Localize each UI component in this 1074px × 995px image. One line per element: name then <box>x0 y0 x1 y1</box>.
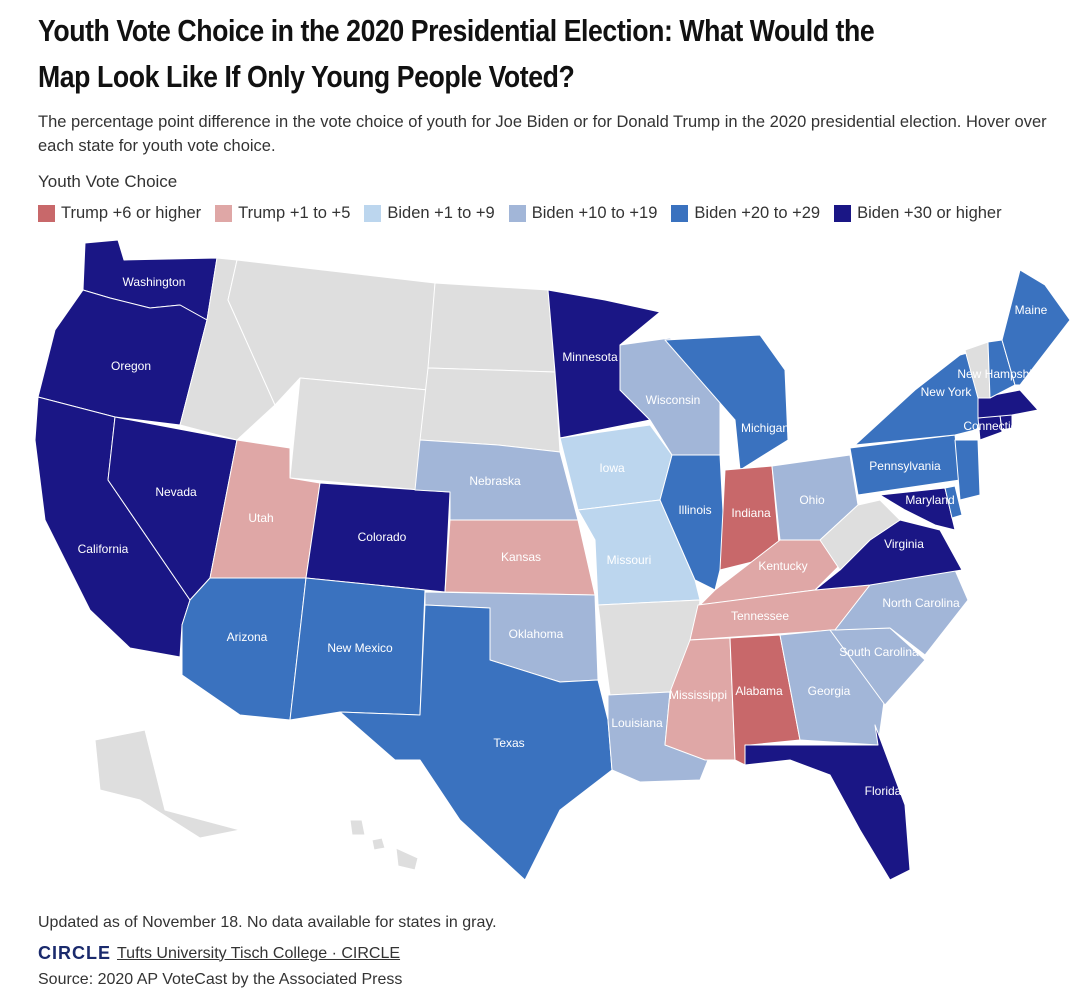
state-label-utah: Utah <box>248 511 273 525</box>
state-label-ohio: Ohio <box>799 493 825 507</box>
state-texas[interactable] <box>339 604 613 881</box>
credit-link[interactable]: Tufts University Tisch College · CIRCLE <box>117 944 401 962</box>
state-label-pennsylvania: Pennsylvania <box>869 459 941 473</box>
legend-label: Trump +6 or higher <box>61 204 202 222</box>
legend-label: Biden +1 to +9 <box>387 204 495 222</box>
state-maryland[interactable] <box>879 487 956 531</box>
state-label-kentucky: Kentucky <box>758 559 807 573</box>
chart-title: Youth Vote Choice in the 2020 Presidenti… <box>38 13 875 94</box>
state-label-missouri: Missouri <box>607 553 652 567</box>
legend-swatch <box>364 205 382 222</box>
legend-item-biden-10-19: Biden +10 to +19 <box>508 204 658 223</box>
state-georgia[interactable] <box>779 629 886 746</box>
state-label-south-carolina: South Carolina <box>839 645 919 659</box>
state-label-virginia: Virginia <box>884 537 924 551</box>
state-label-minnesota: Minnesota <box>562 350 618 364</box>
legend-label: Biden +30 or higher <box>857 204 1002 222</box>
state-north-dakota[interactable] <box>427 282 556 373</box>
legend-swatch <box>834 205 852 222</box>
state-arizona[interactable] <box>181 577 307 721</box>
state-label-maine: Maine <box>1015 303 1048 317</box>
state-label-alabama: Alabama <box>735 684 783 698</box>
state-label-indiana: Indiana <box>731 506 771 520</box>
state-alaska[interactable] <box>94 729 241 839</box>
state-label-connecticut: Connecticut <box>963 419 1027 433</box>
state-label-nevada: Nevada <box>155 485 197 499</box>
circle-logo-text: CIRCLE <box>38 943 111 963</box>
state-label-north-carolina: North Carolina <box>882 596 960 610</box>
state-label-california: California <box>78 542 129 556</box>
state-label-wisconsin: Wisconsin <box>646 393 701 407</box>
legend-item-biden-20-29: Biden +20 to +29 <box>671 204 820 223</box>
state-maine[interactable] <box>1001 269 1071 386</box>
legend-title: Youth Vote Choice <box>38 172 178 191</box>
legend-label: Biden +20 to +29 <box>694 204 821 222</box>
state-label-florida: Florida <box>865 784 902 798</box>
legend-swatch <box>215 205 233 222</box>
legend-swatch <box>508 205 526 222</box>
state-label-washington: Washington <box>123 275 186 289</box>
state-label-maryland: Maryland <box>905 493 954 507</box>
state-label-nebraska: Nebraska <box>469 474 521 488</box>
state-wyoming[interactable] <box>289 377 429 491</box>
legend-item-biden-30: Biden +30 or higher <box>834 204 1002 223</box>
state-label-arizona: Arizona <box>227 630 268 644</box>
source-line: Source: 2020 AP VoteCast by the Associat… <box>38 971 403 988</box>
state-label-texas: Texas <box>493 736 524 750</box>
state-west-virginia[interactable] <box>819 499 901 571</box>
legend-item-biden-1-9: Biden +1 to +9 <box>364 204 495 223</box>
state-label-kansas: Kansas <box>501 550 541 564</box>
state-label-michigan: Michigan <box>741 421 789 435</box>
chart-subtitle: The percentage point difference in the v… <box>38 113 1047 155</box>
state-south-dakota[interactable] <box>419 367 561 453</box>
state-florida[interactable] <box>744 724 911 881</box>
state-label-oregon: Oregon <box>111 359 151 373</box>
state-hawaii[interactable] <box>349 819 419 871</box>
state-label-new-hampshire: New Hampshire <box>957 367 1043 381</box>
legend-label: Trump +1 to +5 <box>238 204 351 222</box>
legend-item-trump-6: Trump +6 or higher <box>38 204 201 223</box>
state-label-colorado: Colorado <box>358 530 407 544</box>
legend: Trump +6 or higher Trump +1 to +5 Biden … <box>38 204 1016 223</box>
state-label-new-mexico: New Mexico <box>327 641 393 655</box>
state-label-iowa: Iowa <box>599 461 625 475</box>
legend-item-trump-1-5: Trump +1 to +5 <box>215 204 350 223</box>
state-label-new-york: New York <box>921 385 973 399</box>
credit-line: CIRCLE Tufts University Tisch College · … <box>38 943 400 964</box>
state-label-oklahoma: Oklahoma <box>509 627 564 641</box>
us-map: Washington Oregon California Nevada Utah… <box>34 239 1071 881</box>
state-delaware[interactable] <box>944 485 963 519</box>
circle-logo: CIRCLE <box>38 943 111 964</box>
footer-note: Updated as of November 18. No data avail… <box>38 914 497 931</box>
state-label-louisiana: Louisiana <box>611 716 663 730</box>
legend-swatch <box>38 205 55 222</box>
state-label-tennessee: Tennessee <box>731 609 789 623</box>
state-label-illinois: Illinois <box>678 503 711 517</box>
state-michigan[interactable] <box>664 334 789 471</box>
legend-label: Biden +10 to +19 <box>531 204 658 222</box>
legend-swatch <box>671 205 689 222</box>
state-label-georgia: Georgia <box>808 684 851 698</box>
state-new-jersey[interactable] <box>954 439 981 501</box>
state-label-mississippi: Mississippi <box>669 688 727 702</box>
